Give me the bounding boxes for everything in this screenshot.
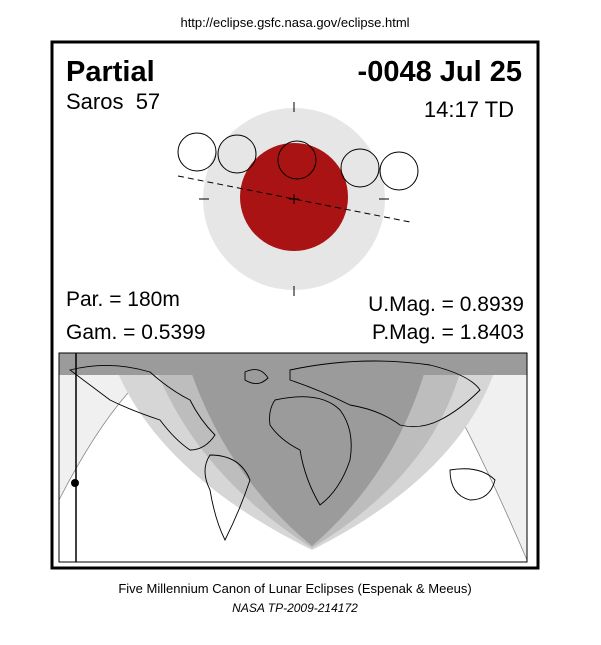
time: 14:17 TD <box>424 97 514 122</box>
pmag: P.Mag. = 1.8403 <box>372 321 524 344</box>
moon <box>340 148 380 188</box>
world-map <box>58 352 528 563</box>
url: http://eclipse.gsfc.nasa.gov/eclipse.htm… <box>180 15 409 30</box>
gam: Gam. = 0.5399 <box>66 321 206 344</box>
moon <box>177 132 217 172</box>
eclipse-type: Partial <box>66 56 155 88</box>
moon <box>217 134 257 174</box>
frame <box>50 40 540 570</box>
eclipse-date: -0048 Jul 25 <box>358 56 522 88</box>
moon <box>277 140 317 180</box>
par: Par. = 180m <box>66 288 180 311</box>
eclipse-geometry <box>177 102 419 296</box>
moon <box>379 151 419 191</box>
footer-ref: NASA TP-2009-214172 <box>232 601 358 615</box>
saros: Saros 57 <box>66 89 160 114</box>
footer-title: Five Millennium Canon of Lunar Eclipses … <box>118 581 471 596</box>
umag: U.Mag. = 0.8939 <box>368 293 524 316</box>
